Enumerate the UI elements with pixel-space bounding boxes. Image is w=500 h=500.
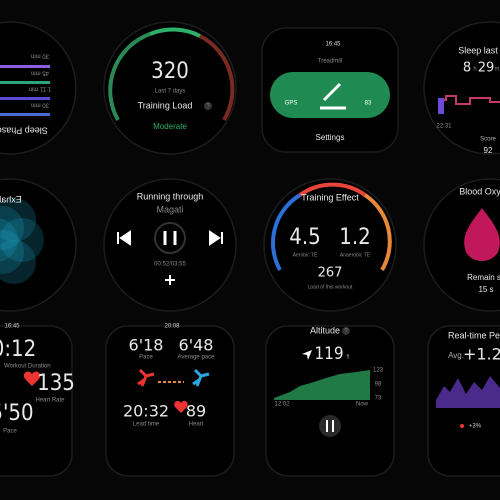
tick: 73 [375,396,382,402]
unit: ft [346,355,350,361]
m: m [495,67,500,73]
title: Real-time Pe [448,330,500,340]
pace: 5'50 [0,401,34,426]
minutes: 29 [478,61,495,76]
sleep-label: 45 min [31,69,49,75]
score-label: Score [480,137,496,143]
status: Moderate [153,122,187,131]
swap-icon[interactable] [326,420,334,432]
remain: Remain s [467,273,500,282]
heart-label: Heart Rate [35,398,65,404]
progress: 00:52/03:55 [154,262,186,268]
load: 267 [318,266,343,281]
sleep-bar [438,98,444,114]
tick: 98 [375,382,382,388]
help-icon[interactable] [204,102,212,110]
h: h [473,67,476,73]
sleep-label: 1:11 min [29,85,52,91]
swap-button[interactable] [319,415,341,437]
altitude-area [274,370,370,400]
gps: GPS [285,101,298,107]
duration: 0:12 [0,337,36,362]
title: Sleep Phases [0,126,48,136]
pace-label: Pace [3,429,17,435]
lead: 20:32 [123,402,169,421]
end: Now [356,402,369,408]
load-value: 320 [151,59,189,84]
title: Training Effect [301,192,359,202]
avg-pace: 6'48 [179,336,214,355]
duration-label: Workout Duration [4,364,51,370]
value: +1.2% [463,345,500,364]
gauge [271,193,302,271]
time: 16:45 [4,324,20,330]
start: 12:02 [274,402,290,408]
breath-flower [0,198,44,284]
time: 20:08 [164,324,180,330]
sleep-graph [438,95,500,105]
sleep-label: 30 min [31,101,49,107]
treadmill-icon [320,82,346,110]
time: 16:45 [325,42,341,48]
heart: 83 [365,101,372,107]
seconds: 15 s [478,285,493,294]
tick: 123 [373,368,384,374]
gauge [298,182,367,197]
heart-icon [174,400,188,413]
heart-label: Heart [189,422,204,428]
title: Treadmill [318,59,342,65]
sleep-phases: 30 min 45 min 1:11 min 30 min Sleep Phas… [0,52,52,136]
drop [464,208,500,261]
legend: +3% [469,424,482,430]
sleep-label: 30 min [31,52,49,58]
performance-area [436,376,500,408]
title: Exhale [0,194,22,204]
title: Training Load [138,100,193,110]
lead-label: Lead time [133,422,160,428]
gauge [199,34,235,122]
heart: 135 [37,371,75,396]
anaerobic-label: Anaerobic TE [340,252,371,258]
aerobic-label: Aerobic TE [293,252,318,258]
heart: 89 [186,402,206,421]
runner-blue [192,368,210,387]
start: 22:31 [436,124,452,130]
arrow-icon [302,350,312,360]
play-ring[interactable] [154,222,186,254]
skip-icons[interactable] [117,230,223,246]
hours: 8 [463,61,471,76]
help[interactable]: ? [206,104,210,110]
song: Running through [137,191,204,201]
watch-faces [0,21,500,477]
runner-red [137,368,155,387]
artist: Magati [156,204,183,214]
pace-label: Pace [139,355,153,361]
help-icon[interactable] [342,327,350,335]
anaerobic: 1.2 [339,225,370,250]
title: Blood Oxy [459,186,500,196]
pace: 6'18 [129,336,164,355]
period: Last 7 days [155,89,186,95]
heart-icon [23,371,41,386]
legend-dot [460,424,464,428]
help[interactable]: ? [344,329,348,335]
gauge [108,32,151,121]
title: Altitude [310,325,340,335]
score: 92 [484,146,493,155]
settings[interactable]: Settings [316,133,345,142]
add-icon[interactable] [165,275,175,285]
value: 119 [314,344,343,364]
pause-icon[interactable] [163,231,177,245]
title: Sleep last [458,45,498,55]
load-label: Load of this workout [308,284,353,290]
avg: Avg. [448,351,464,360]
aerobic: 4.5 [289,225,320,250]
gauge [149,27,201,38]
avg-pace-label: Average pace [178,355,216,361]
gauge [363,193,392,272]
